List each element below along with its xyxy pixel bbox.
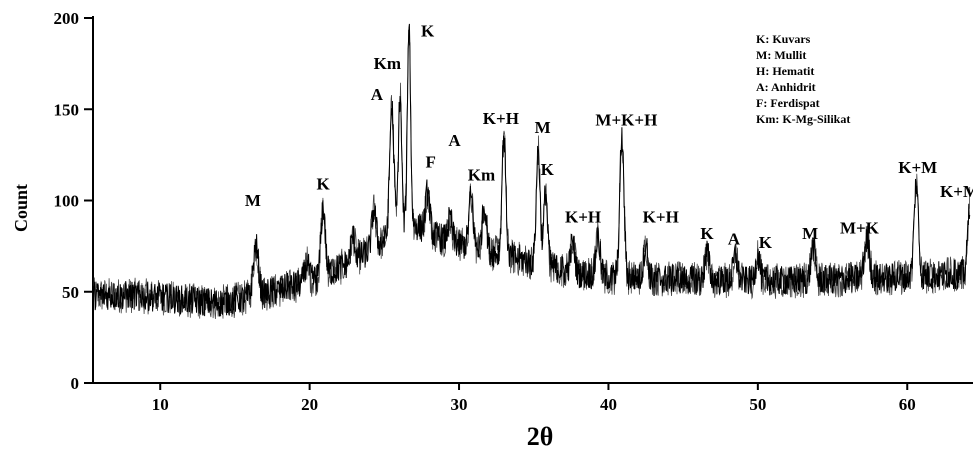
legend: K: Kuvars M: Mullit H: Hematit A: Anhidrit F…	[756, 32, 850, 126]
peak-label: K+H	[565, 207, 601, 226]
peak-label: K+M	[940, 182, 973, 201]
y-tick-label: 150	[54, 100, 80, 119]
peak-label: M+K	[840, 218, 880, 237]
peak-label: Km	[374, 54, 401, 73]
peak-label: K	[700, 224, 714, 243]
y-tick-label: 0	[71, 374, 80, 393]
peak-label: K	[759, 233, 773, 252]
legend-entry: A: Anhidrit	[756, 80, 816, 94]
legend-entry: K: Kuvars	[756, 32, 811, 46]
peak-label: F	[425, 153, 435, 172]
peak-label: M	[245, 191, 261, 210]
x-tick-label: 10	[152, 395, 169, 414]
peak-label: A	[728, 229, 741, 248]
peak-label: M	[535, 118, 551, 137]
x-axis-title: 2θ	[527, 422, 554, 450]
legend-entry: Km: K-Mg-Silikat	[756, 112, 850, 126]
legend-entry: M: Mullit	[756, 48, 806, 62]
axes-group: 0 50 100 150 200 10 20 30 40 50 60	[54, 9, 973, 414]
peak-label: K	[316, 175, 330, 194]
peak-label: K	[421, 21, 435, 40]
legend-entry: F: Ferdispat	[756, 96, 820, 110]
x-tick-label: 50	[749, 395, 766, 414]
xrd-trace	[92, 23, 971, 317]
peak-label: K+H	[483, 109, 519, 128]
peak-label: A	[448, 131, 461, 150]
peak-label: M+K+H	[595, 111, 657, 130]
peak-label: K+H	[643, 207, 679, 226]
y-tick-label: 200	[54, 9, 80, 28]
x-tick-label: 20	[301, 395, 318, 414]
y-axis-title: Count	[11, 184, 31, 232]
peak-label: M	[802, 224, 818, 243]
peak-label: K+M	[898, 158, 937, 177]
y-tick-label: 50	[62, 283, 79, 302]
x-tick-label: 40	[600, 395, 617, 414]
x-tick-label: 60	[899, 395, 916, 414]
y-tick-label: 100	[54, 192, 80, 211]
peak-label: Km	[468, 165, 495, 184]
x-tick-label: 30	[451, 395, 468, 414]
peak-label: A	[371, 85, 384, 104]
legend-entry: H: Hematit	[756, 64, 814, 78]
peak-label: K	[541, 160, 555, 179]
